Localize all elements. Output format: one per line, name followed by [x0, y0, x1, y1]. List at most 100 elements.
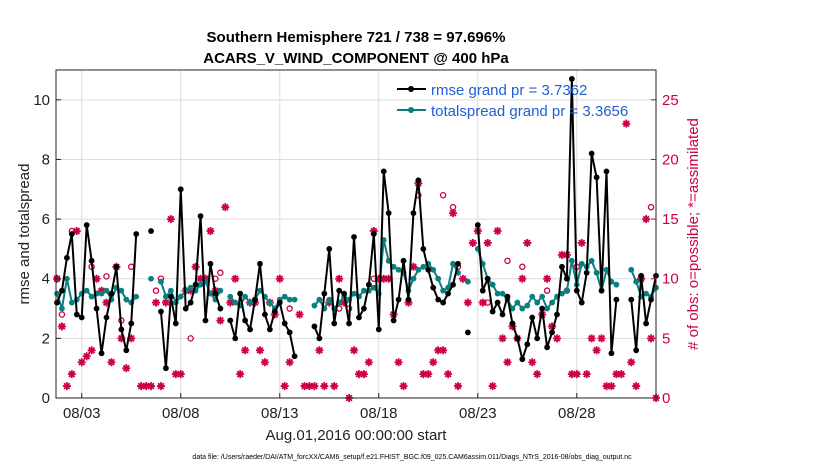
totalspread-point: [509, 305, 516, 312]
obs-assimilated-point: [161, 298, 170, 307]
obs-assimilated-point: [642, 215, 651, 224]
obs-assimilated-point: [350, 346, 359, 355]
rmse-point: [207, 260, 214, 267]
totalspread-point: [534, 299, 541, 306]
rmse-point: [648, 296, 654, 303]
obs-assimilated-point: [295, 310, 304, 319]
obs-assimilated-point: [196, 274, 205, 283]
series-layer: [52, 76, 660, 402]
y-axis-label: rmse and totalspread: [16, 164, 33, 305]
rmse-point: [281, 320, 288, 327]
data-file-footer: data file: /Users/raeder/DAI/ATM_forcXX/…: [192, 454, 632, 461]
obs-assimilated-point: [186, 286, 195, 295]
totalspread-point: [563, 287, 570, 294]
totalspread-point: [519, 305, 526, 312]
obs-assimilated-point: [152, 298, 160, 307]
rmse-point: [128, 320, 135, 327]
totalspread-point: [326, 296, 333, 303]
rmse-point: [351, 234, 357, 240]
rmse-point: [549, 329, 555, 336]
y-axis-ticks: 0 2 4 6 8 10: [33, 92, 61, 407]
totalspread-point: [227, 293, 234, 300]
obs-assimilated-point: [523, 238, 532, 247]
obs-assimilated-point: [364, 358, 373, 367]
rmse-point: [276, 299, 283, 306]
obs-assimilated-point: [236, 370, 245, 379]
rmse-point: [356, 314, 362, 321]
rmse-point: [559, 263, 565, 270]
obs-assimilated-point: [320, 382, 329, 391]
rmse-point: [172, 320, 179, 327]
obs-possible-point: [439, 191, 447, 199]
totalspread-point: [559, 290, 565, 297]
rmse-point: [163, 365, 169, 372]
totalspread-point: [133, 293, 140, 300]
obs-assimilated-point: [488, 382, 497, 391]
obs-assimilated-point: [285, 358, 294, 367]
obs-possible-point: [504, 257, 511, 265]
y-tick-label: 4: [42, 271, 50, 288]
rmse-point: [370, 231, 377, 237]
rmse-point: [336, 287, 343, 294]
obs-assimilated-point: [587, 334, 596, 343]
rmse-point: [474, 222, 481, 228]
obs-assimilated-point: [354, 370, 363, 379]
totalspread-point: [464, 278, 471, 285]
totalspread-point: [549, 299, 555, 306]
obs-possible-point: [58, 311, 66, 318]
obs-possible-point: [519, 263, 526, 271]
rmse-point: [400, 257, 407, 264]
obs-assimilated-point: [142, 382, 151, 391]
rmse-point: [63, 254, 70, 261]
rmse-point: [385, 210, 392, 217]
rmse-point: [316, 335, 323, 342]
rmse-point: [489, 308, 496, 315]
obs-assimilated-point: [97, 286, 106, 295]
totalspread-point: [440, 287, 447, 294]
obs-assimilated-point: [617, 370, 626, 379]
totalspread-point: [499, 290, 506, 297]
rmse-point: [539, 305, 546, 312]
rmse-point: [484, 275, 491, 282]
obs-assimilated-point: [468, 238, 477, 247]
legend-spread-label: totalspread grand pr = 3.3656: [431, 103, 628, 120]
rmse-point: [326, 246, 333, 252]
totalspread-point: [370, 284, 377, 291]
totalspread-point: [544, 305, 550, 312]
obs-assimilated-point: [379, 274, 388, 283]
chart-title-line2: ACARS_V_WIND_COMPONENT @ 400 hPa: [203, 50, 509, 67]
obs-assimilated-point: [444, 370, 453, 379]
totalspread-point: [524, 302, 531, 309]
rmse-point: [271, 308, 278, 315]
obs-assimilated-point: [453, 382, 462, 391]
legend: rmse grand pr = 3.7362 totalspread grand…: [397, 82, 628, 120]
obs-assimilated-point: [241, 346, 250, 355]
rmse-point: [187, 299, 194, 306]
rmse-point: [598, 287, 605, 294]
rmse-point: [514, 335, 521, 342]
obs-assimilated-point: [171, 370, 180, 379]
totalspread-point: [232, 299, 239, 306]
obs-assimilated-point: [429, 358, 438, 367]
totalspread-point: [59, 305, 65, 312]
obs-assimilated-point: [305, 382, 314, 391]
obs-assimilated-point: [424, 370, 433, 379]
x-axis-label: Aug.01,2016 00:00:00 start: [266, 427, 448, 444]
x-tick-label: 08/23: [459, 405, 497, 422]
totalspread-point: [430, 266, 437, 273]
rmse-point: [68, 231, 75, 237]
totalspread-point: [88, 293, 95, 300]
obs-assimilated-point: [72, 227, 81, 236]
totalspread-point: [316, 296, 323, 303]
totalspread-point: [395, 266, 402, 273]
totalspread-point: [158, 278, 164, 285]
rmse-point: [83, 222, 90, 228]
totalspread-point: [163, 293, 169, 300]
obs-assimilated-point: [77, 358, 86, 367]
plot-background: [56, 70, 656, 398]
rmse-point: [583, 269, 590, 276]
obs-assimilated-point: [107, 358, 116, 367]
rmse-point: [133, 231, 140, 237]
totalspread-point: [177, 293, 184, 300]
totalspread-point: [568, 257, 575, 264]
